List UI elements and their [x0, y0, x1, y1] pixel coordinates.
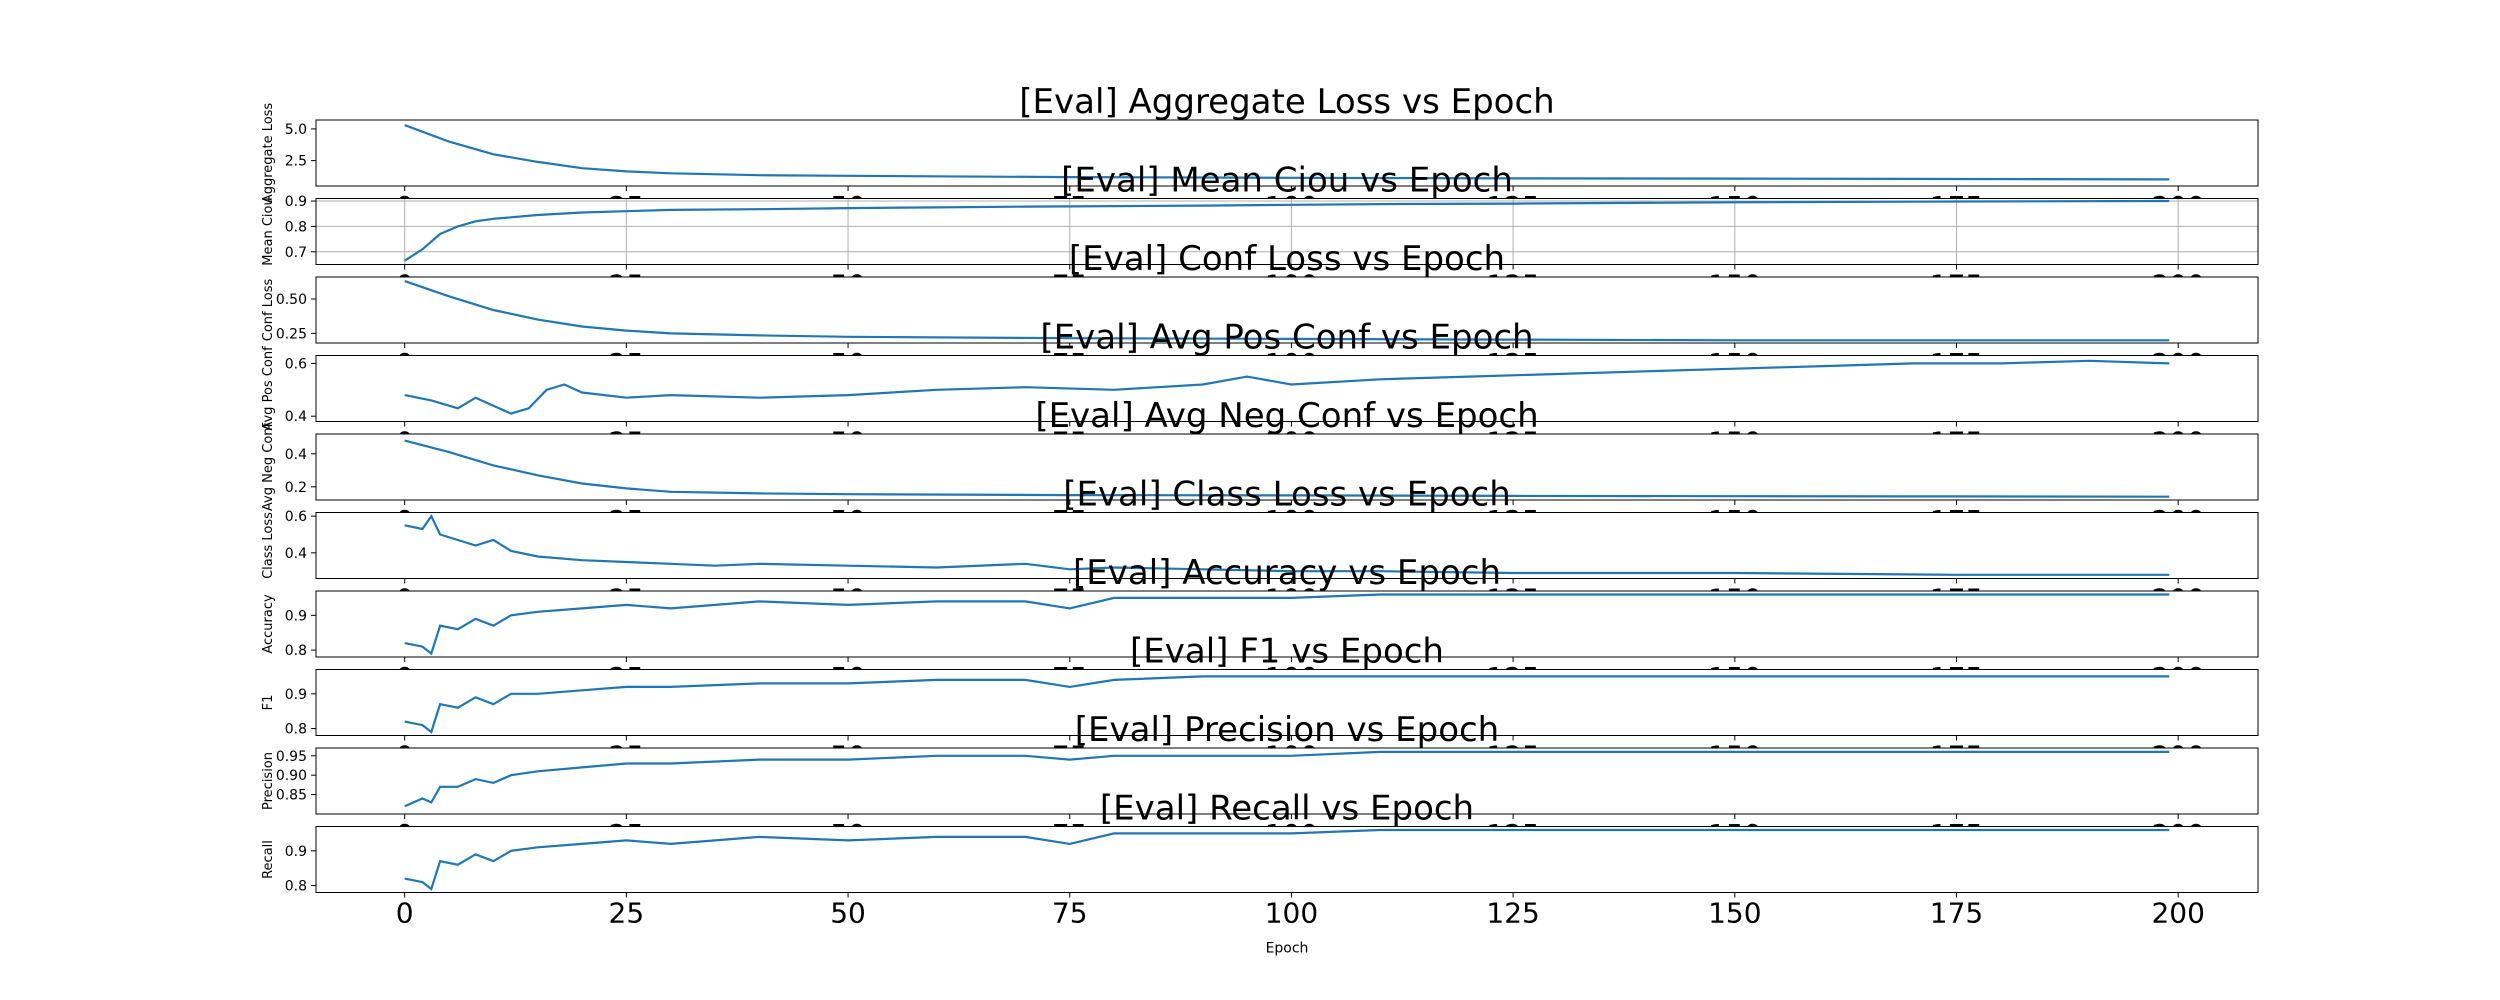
- y-tick-label: 0.50: [276, 292, 307, 308]
- y-axis-label: Mean Ciou: [261, 197, 276, 265]
- y-tick-label: 0.8: [285, 643, 307, 659]
- series-line: [404, 359, 2170, 415]
- axes-frame: [315, 590, 2259, 658]
- axes-background: [316, 669, 2258, 736]
- series-line: [404, 439, 2170, 498]
- y-axis-label: F1: [261, 695, 276, 711]
- axes-background: [316, 748, 2258, 814]
- y-axis-label: Conf Loss: [261, 279, 276, 342]
- x-tick-label: 125: [1486, 897, 1539, 930]
- axes-frame: [315, 433, 2259, 501]
- series-line: [404, 514, 2170, 576]
- axes-frame: [315, 747, 2259, 815]
- subplot-title: [Eval] Precision vs Epoch: [1075, 710, 1500, 750]
- x-tick-label: 25: [609, 897, 645, 930]
- subplot-10: 0 25 50 75 100 125 150 175 200 0.9 0.8 Recall [Eval]…: [261, 789, 2259, 930]
- axes-frame: [315, 669, 2259, 736]
- subplot-title: [Eval] Conf Loss vs Epoch: [1069, 239, 1505, 279]
- axes-frame: [315, 512, 2259, 579]
- y-tick-label: 0.6: [285, 356, 307, 372]
- subplot-7: 02550751001251501752000.90.8Accuracy[Eva…: [261, 553, 2259, 694]
- series-line: [404, 593, 2170, 656]
- y-tick-label: 0.90: [276, 768, 307, 784]
- subplot-title: [Eval] Class Loss vs Epoch: [1063, 475, 1511, 515]
- y-tick-label: 0.8: [285, 879, 307, 895]
- axes-frame: [315, 355, 2259, 422]
- y-axis-label: Precision: [261, 752, 276, 810]
- axes-background: [316, 198, 2258, 265]
- x-tick-label: 0: [396, 897, 414, 930]
- y-tick-label: 5.0: [285, 122, 307, 138]
- y-tick-label: 0.7: [285, 245, 307, 261]
- y-tick-label: 0.25: [276, 326, 307, 342]
- y-tick-label: 0.2: [285, 480, 307, 496]
- series-line: [404, 675, 2170, 734]
- axes-background: [316, 512, 2258, 579]
- axes-background: [316, 355, 2258, 422]
- subplot-title: [Eval] Accuracy vs Epoch: [1073, 553, 1501, 593]
- x-tick-label: 150: [1708, 897, 1761, 930]
- axes-frame: [315, 119, 2259, 187]
- subplot-title: [Eval] F1 vs Epoch: [1130, 632, 1444, 672]
- x-tick-label: 75: [1052, 897, 1088, 930]
- y-axis-label: Class Loss: [261, 512, 276, 579]
- subplot-title: [Eval] Aggregate Loss vs Epoch: [1019, 82, 1554, 122]
- series-line: [404, 124, 2170, 181]
- y-tick-label: 0.6: [285, 509, 307, 525]
- series-line: [404, 280, 2170, 342]
- y-tick-label: 0.8: [285, 219, 307, 235]
- y-tick-label: 0.95: [276, 749, 307, 765]
- x-tick-label: 200: [2151, 897, 2204, 930]
- subplot-title: [Eval] Avg Pos Conf vs Epoch: [1040, 318, 1533, 358]
- axes-background: [316, 826, 2258, 893]
- y-tick-label: 0.85: [276, 788, 307, 804]
- y-tick-label: 0.4: [285, 409, 307, 425]
- subplot-title: [Eval] Mean Ciou vs Epoch: [1061, 161, 1513, 201]
- y-tick-label: 0.4: [285, 546, 307, 562]
- axes-background: [316, 120, 2258, 186]
- x-axis-label: Epoch: [1266, 941, 1309, 957]
- y-tick-label: 2.5: [285, 154, 307, 170]
- axes-frame: [315, 198, 2259, 265]
- axes-frame: [315, 276, 2259, 344]
- series-line: [404, 750, 2170, 808]
- series-line: [404, 199, 2170, 262]
- y-tick-label: 0.9: [285, 194, 307, 210]
- x-tick-label: 50: [830, 897, 866, 930]
- y-tick-label: 0.9: [285, 687, 307, 703]
- subplot-title: [Eval] Recall vs Epoch: [1100, 789, 1474, 829]
- x-tick-label: 175: [1930, 897, 1983, 930]
- y-axis-label: Accuracy: [261, 594, 276, 654]
- x-tick-label: 100: [1265, 897, 1318, 930]
- y-axis-label: Avg Neg Conf: [261, 423, 276, 512]
- y-axis-label: Aggregate Loss: [261, 103, 276, 204]
- series-line: [404, 828, 2170, 891]
- y-tick-label: 0.9: [285, 608, 307, 624]
- y-tick-label: 0.8: [285, 722, 307, 738]
- axes-background: [316, 591, 2258, 657]
- y-axis-label: Avg Pos Conf: [261, 346, 276, 431]
- y-tick-label: 0.9: [285, 844, 307, 860]
- axes-frame: [315, 826, 2259, 893]
- y-axis-label: Recall: [261, 840, 276, 879]
- y-tick-label: 0.4: [285, 447, 307, 463]
- subplot-title: [Eval] Avg Neg Conf vs Epoch: [1035, 396, 1538, 436]
